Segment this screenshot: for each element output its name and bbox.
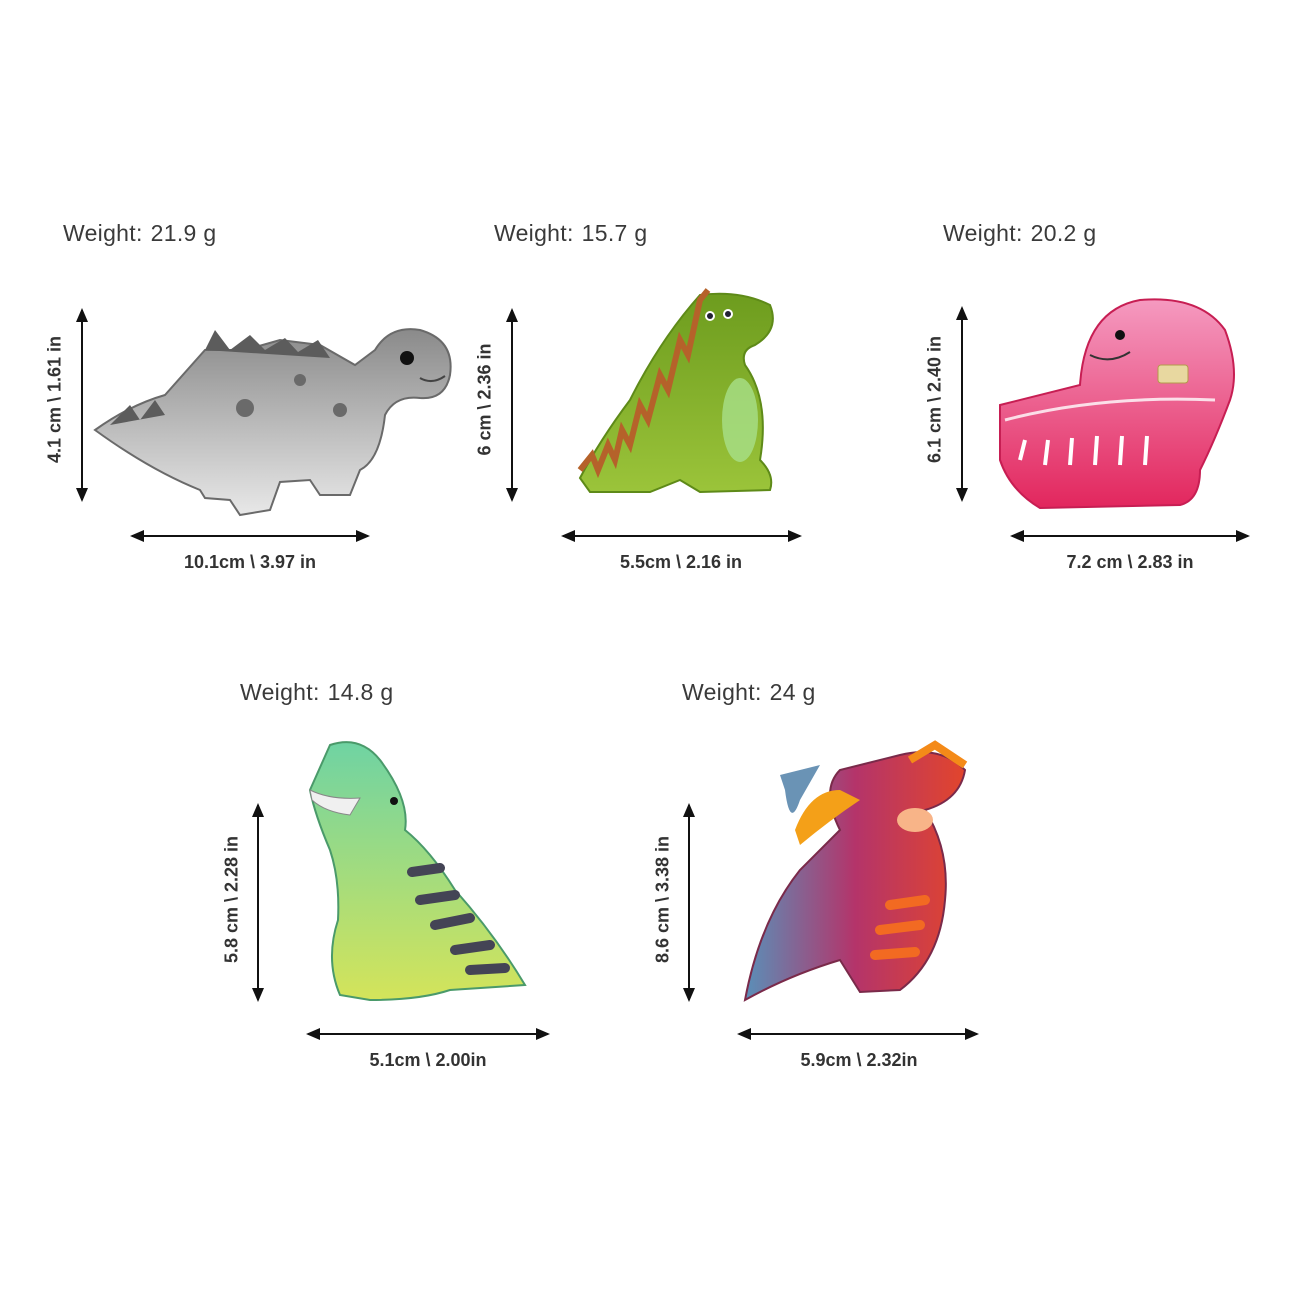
- weight-label-3: Weight: 20.2 g: [943, 220, 1096, 247]
- height-dimension-5: 8.6 cm \ 3.38 in: [652, 835, 673, 964]
- pink-dino-clip-image: [999, 298, 1235, 510]
- width-dimension-3: 7.2 cm \ 2.83 in: [1066, 552, 1194, 572]
- weight-label-text: Weight:: [494, 220, 574, 246]
- weight-label-1: Weight: 21.9 g: [63, 220, 216, 247]
- width-dimension-1: 10.1cm \ 3.97 in: [183, 552, 317, 572]
- weight-label-text: Weight:: [63, 220, 143, 246]
- height-dimension-3: 6.1 cm \ 2.40 in: [924, 335, 945, 464]
- weight-value: 21.9 g: [150, 220, 217, 246]
- width-dimension-4: 5.1cm \ 2.00in: [369, 1050, 487, 1070]
- weight-value: 20.2 g: [1030, 220, 1097, 246]
- weight-label-5: Weight: 24 g: [682, 679, 816, 706]
- weight-label-4: Weight: 14.8 g: [240, 679, 393, 706]
- weight-label-text: Weight:: [240, 679, 320, 705]
- stegosaurus-clip-image: [93, 328, 452, 517]
- width-dimension-5: 5.9cm \ 2.32in: [800, 1050, 918, 1070]
- height-dimension-2: 6 cm \ 2.36 in: [474, 343, 495, 456]
- width-dimension-2: 5.5cm \ 2.16 in: [619, 552, 743, 572]
- green-dino-clip-image: [577, 288, 774, 494]
- weight-label-2: Weight: 15.7 g: [494, 220, 647, 247]
- weight-label-text: Weight:: [943, 220, 1023, 246]
- height-dimension-4: 5.8 cm \ 2.28 in: [221, 835, 242, 964]
- weight-value: 24 g: [769, 679, 816, 705]
- trex-clip-image: [308, 741, 527, 1002]
- dragon-clip-image: [743, 740, 968, 1002]
- weight-value: 15.7 g: [581, 220, 648, 246]
- weight-value: 14.8 g: [327, 679, 394, 705]
- weight-label-text: Weight:: [682, 679, 762, 705]
- height-dimension-1: 4.1 cm \ 1.61 in: [44, 335, 65, 464]
